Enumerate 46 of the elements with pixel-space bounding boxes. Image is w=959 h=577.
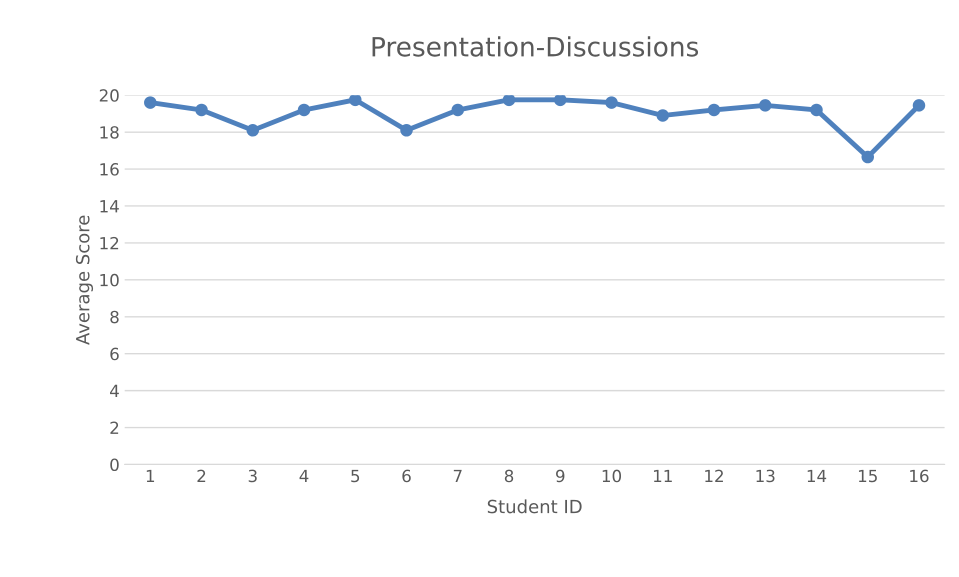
- point: [861, 150, 874, 164]
- x-tick-label: 4: [300, 470, 308, 482]
- point: [144, 96, 157, 109]
- x-tick-label: 7: [454, 470, 462, 482]
- x-tick-label: 9: [556, 470, 564, 482]
- x-tick-label: 14: [808, 470, 826, 482]
- y-tick-label: 0: [110, 458, 119, 472]
- y-tick-label: 6: [110, 348, 119, 360]
- y-tick-label: 20: [100, 89, 119, 102]
- x-tick-label: 6: [402, 470, 411, 482]
- x-tick-label: 15: [858, 470, 877, 482]
- point: [298, 104, 310, 116]
- point: [195, 104, 208, 116]
- point: [810, 104, 823, 116]
- y-tick-label: 8: [110, 310, 119, 324]
- x-tick-label: 5: [351, 470, 360, 482]
- y-tick-label: 12: [100, 236, 118, 250]
- y-tick-label: 4: [110, 384, 119, 397]
- x-tick-label: 12: [705, 470, 723, 482]
- y-axis-title: Average Score: [76, 216, 94, 345]
- y-tick-label: 16: [100, 163, 119, 176]
- y-tick-label: 2: [110, 422, 118, 434]
- x-tick-label: 1: [146, 470, 154, 482]
- point: [656, 109, 670, 122]
- x-tick-label: 8: [504, 470, 514, 482]
- point: [400, 124, 413, 137]
- y-tick-label: 14: [100, 200, 119, 212]
- point: [708, 104, 720, 116]
- point: [759, 99, 772, 112]
- x-axis-title: Student ID: [488, 499, 582, 514]
- x-tick-label: 11: [654, 470, 672, 482]
- x-tick-label: 2: [197, 470, 206, 482]
- point: [246, 124, 260, 137]
- point: [912, 99, 926, 112]
- x-tick-label: 10: [602, 470, 622, 482]
- x-tick-label: 3: [248, 470, 257, 482]
- x-tick-label: 13: [756, 470, 775, 482]
- point: [452, 104, 464, 116]
- point: [349, 95, 362, 106]
- point: [605, 96, 618, 109]
- point: [502, 95, 516, 106]
- point: [554, 95, 567, 106]
- y-tick-label: 18: [100, 126, 119, 139]
- chart-title: Presentation-Discussions: [372, 36, 698, 57]
- x-tick-label: 16: [910, 470, 929, 482]
- y-tick-label: 10: [100, 274, 119, 286]
